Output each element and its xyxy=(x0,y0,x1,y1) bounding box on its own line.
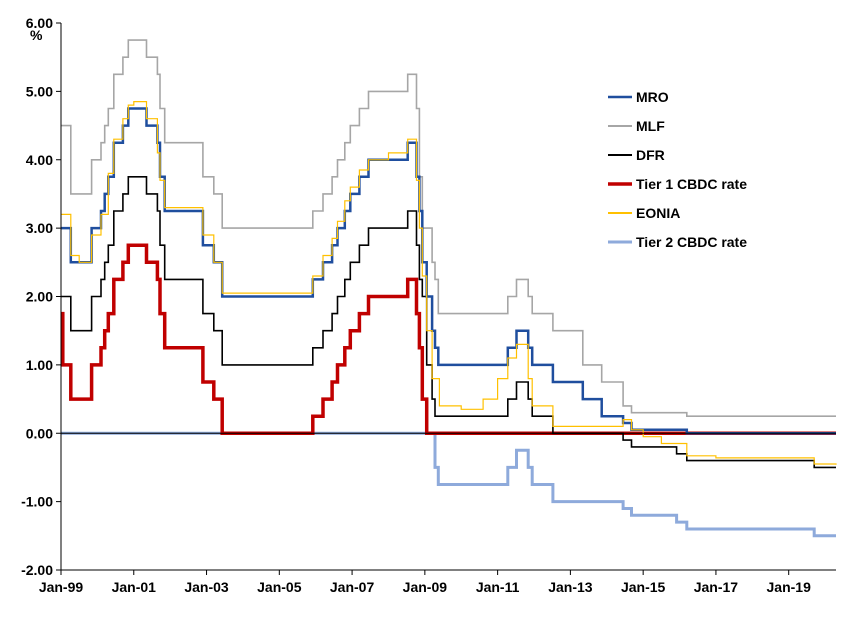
series-line-eonia xyxy=(61,101,837,465)
x-tick-label: Jan-19 xyxy=(767,579,812,595)
y-tick-label: 2.00 xyxy=(26,289,53,305)
y-tick-label: 4.00 xyxy=(26,152,53,168)
x-tick-label: Jan-03 xyxy=(184,579,229,595)
x-tick-label: Jan-99 xyxy=(39,579,84,595)
y-axis-ticks: 6.00 5.00 4.00 3.00 2.00 1.00 0.00 -1.00 -2.00 xyxy=(21,15,61,578)
y-tick-label: 3.00 xyxy=(26,220,53,236)
y-axis-unit-label: % xyxy=(30,27,43,43)
series-line-tier-2-cbdc-rate xyxy=(61,431,836,538)
legend-label: MRO xyxy=(636,89,669,105)
series-line-dfr xyxy=(61,176,836,469)
legend-label: Tier 1 CBDC rate xyxy=(636,176,747,192)
legend: MRO MLF DFR Tier 1 CBDC rate EONIA Tier 2 CBD… xyxy=(608,89,747,250)
x-tick-label: Jan-13 xyxy=(548,579,593,595)
series-line-mro xyxy=(61,107,836,435)
x-tick-label: Jan-05 xyxy=(257,579,302,595)
series-line-tier-1-cbdc-rate xyxy=(61,243,836,436)
x-axis-ticks: Jan-99 Jan-01 Jan-03 Jan-05 Jan-07 Jan-09 Jan-… xyxy=(39,570,811,595)
legend-label: DFR xyxy=(636,147,665,163)
y-tick-label: 6.00 xyxy=(26,15,53,31)
y-tick-label: -2.00 xyxy=(21,562,53,578)
legend-label: Tier 2 CBDC rate xyxy=(636,234,747,250)
legend-label: EONIA xyxy=(636,205,680,221)
x-tick-label: Jan-15 xyxy=(621,579,666,595)
y-tick-label: 5.00 xyxy=(26,83,53,99)
legend-label: MLF xyxy=(636,118,665,134)
x-tick-label: Jan-11 xyxy=(476,579,520,595)
y-tick-label: 0.00 xyxy=(26,425,53,441)
series-lines xyxy=(61,39,837,538)
y-tick-label: 1.00 xyxy=(26,357,53,373)
y-tick-label: -1.00 xyxy=(21,494,53,510)
x-tick-label: Jan-07 xyxy=(330,579,375,595)
x-tick-label: Jan-09 xyxy=(403,579,448,595)
x-tick-label: Jan-17 xyxy=(694,579,739,595)
series-line-mlf xyxy=(61,39,836,417)
x-tick-label: Jan-01 xyxy=(112,579,157,595)
